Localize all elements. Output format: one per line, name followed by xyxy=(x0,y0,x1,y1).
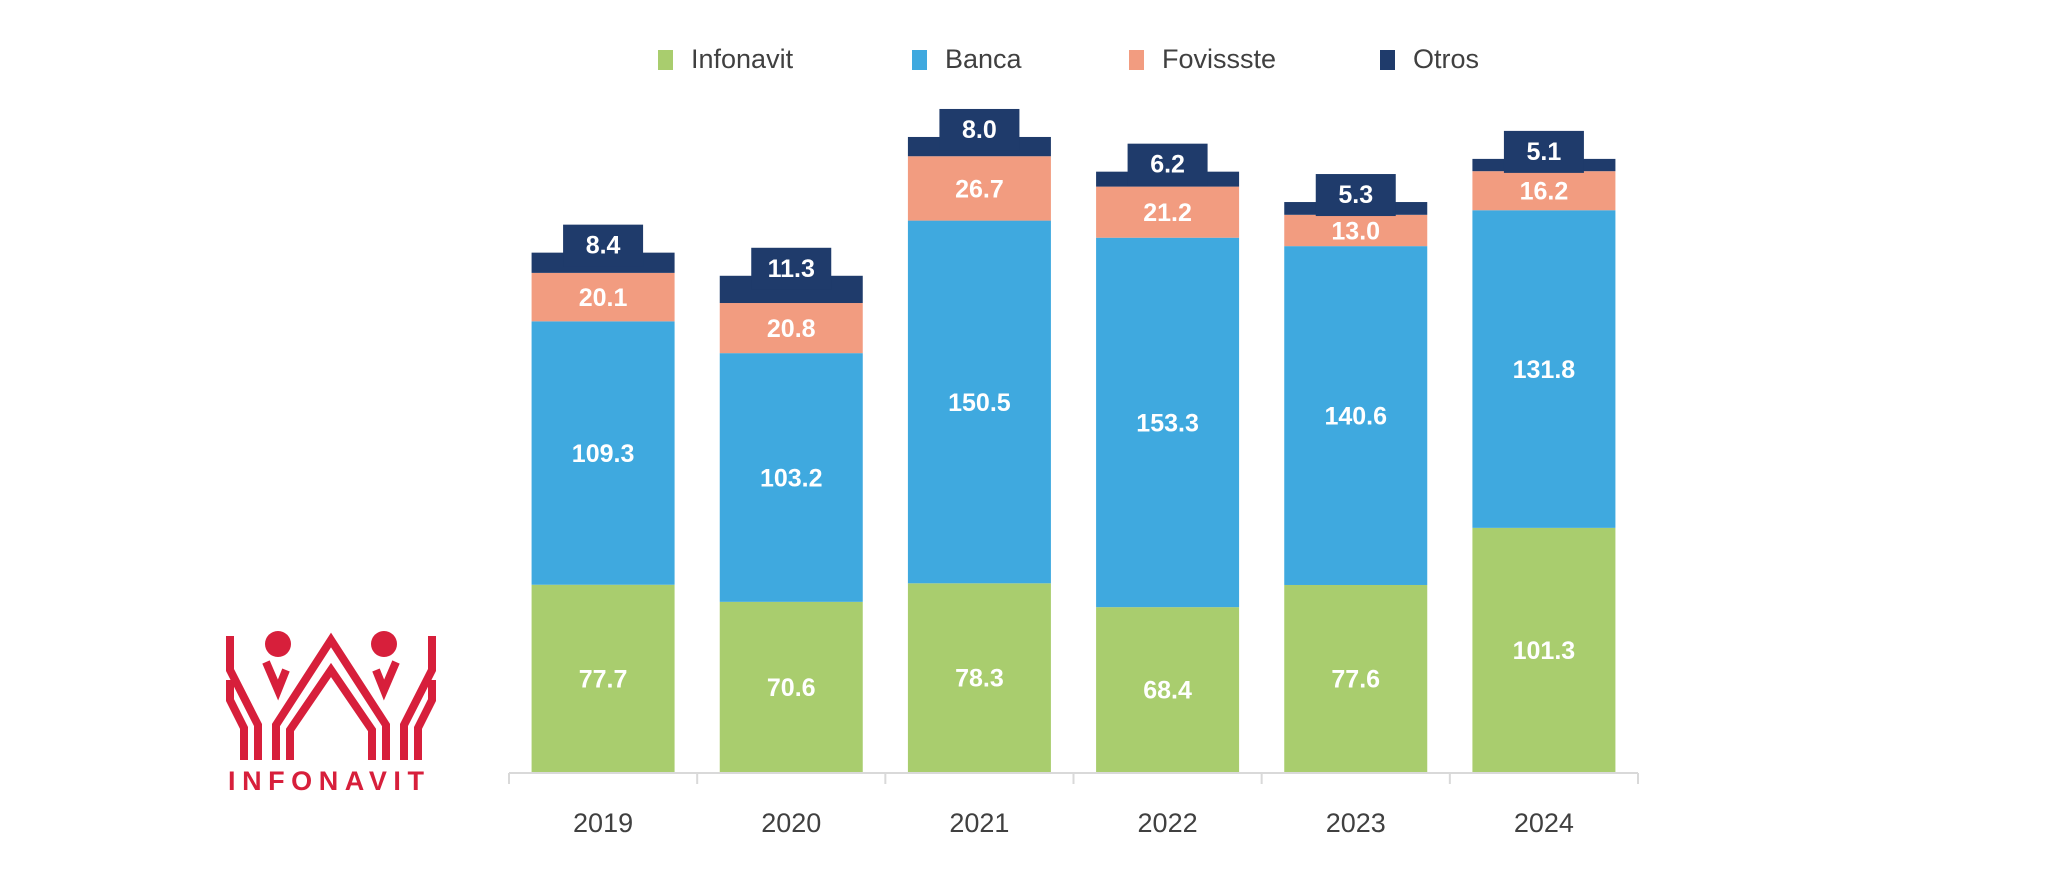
bar-segment-infonavit xyxy=(1472,527,1616,772)
bar-segment-infonavit xyxy=(531,584,675,772)
data-label-box xyxy=(1127,143,1208,186)
legend-item-banca: Banca xyxy=(912,44,1022,75)
data-label: 11.3 xyxy=(768,255,815,283)
data-label: 8.0 xyxy=(962,116,997,144)
data-label: 150.5 xyxy=(948,389,1011,417)
legend-label: Otros xyxy=(1413,44,1480,74)
data-label: 153.3 xyxy=(1136,409,1199,437)
legend-item-fovissste: Fovissste xyxy=(1129,44,1276,75)
data-label-box xyxy=(563,224,644,267)
bar-segment-banca xyxy=(719,353,863,602)
data-label: 6.2 xyxy=(1150,151,1185,179)
data-label: 140.6 xyxy=(1324,403,1387,431)
x-tick-label: 2023 xyxy=(1326,808,1386,838)
data-label: 101.3 xyxy=(1513,637,1576,665)
x-tick-label: 2024 xyxy=(1514,808,1574,838)
data-label: 20.8 xyxy=(767,315,816,343)
bar-segment-infonavit xyxy=(719,601,863,772)
legend: Infonavit Banca Fovissste Otros xyxy=(0,44,2048,84)
data-label-box xyxy=(939,108,1020,151)
bar-segment-banca xyxy=(531,321,675,585)
data-label: 5.1 xyxy=(1527,138,1562,166)
data-label: 103.2 xyxy=(760,464,823,492)
bar-segment-infonavit xyxy=(1284,584,1428,772)
data-label: 70.6 xyxy=(767,674,816,702)
bar-segment-fovissste xyxy=(531,272,675,322)
x-tick-label: 2019 xyxy=(573,808,633,838)
bar-segment-infonavit xyxy=(1096,607,1240,772)
data-label-box xyxy=(751,247,832,290)
legend-swatch xyxy=(658,49,673,70)
data-label-box xyxy=(1315,174,1396,217)
data-label: 68.4 xyxy=(1143,677,1192,705)
legend-item-infonavit: Infonavit xyxy=(658,44,793,75)
bar-segment-banca xyxy=(907,220,1051,584)
x-tick-label: 2021 xyxy=(949,808,1009,838)
legend-swatch xyxy=(1129,49,1144,70)
data-label: 78.3 xyxy=(955,665,1004,693)
data-label: 109.3 xyxy=(572,440,635,468)
bar-segment-banca xyxy=(1472,210,1616,528)
legend-swatch xyxy=(912,49,927,70)
infonavit-logo: INFONAVIT xyxy=(226,631,436,795)
data-label: 13.0 xyxy=(1331,217,1380,245)
data-label: 131.8 xyxy=(1513,356,1576,384)
data-label: 5.3 xyxy=(1338,181,1373,209)
bar-segment-infonavit xyxy=(907,583,1051,772)
bar-segment-fovissste xyxy=(719,303,863,354)
data-label-box xyxy=(1503,130,1584,173)
bar-segment-fovissste xyxy=(1096,186,1240,238)
bar-segment-banca xyxy=(1096,237,1240,608)
data-label: 16.2 xyxy=(1520,178,1569,206)
data-label: 20.1 xyxy=(579,284,628,312)
legend-swatch xyxy=(1380,49,1395,70)
data-label: 21.2 xyxy=(1143,199,1192,227)
bar-segment-fovissste xyxy=(1284,214,1428,247)
data-label: 8.4 xyxy=(586,232,621,260)
legend-item-otros: Otros xyxy=(1380,44,1479,75)
bar-segment-fovissste xyxy=(1472,171,1616,211)
legend-label: Banca xyxy=(945,44,1022,74)
logo-text: INFONAVIT xyxy=(228,766,425,795)
legend-label: Fovissste xyxy=(1162,44,1277,74)
x-tick-label: 2020 xyxy=(761,808,821,838)
bar-segment-fovissste xyxy=(907,156,1051,221)
bar-segment-banca xyxy=(1284,246,1428,585)
data-label: 77.6 xyxy=(1331,665,1380,693)
data-label: 26.7 xyxy=(955,175,1004,203)
legend-label: Infonavit xyxy=(691,44,794,74)
x-tick-label: 2022 xyxy=(1138,808,1198,838)
data-label: 77.7 xyxy=(579,665,628,693)
